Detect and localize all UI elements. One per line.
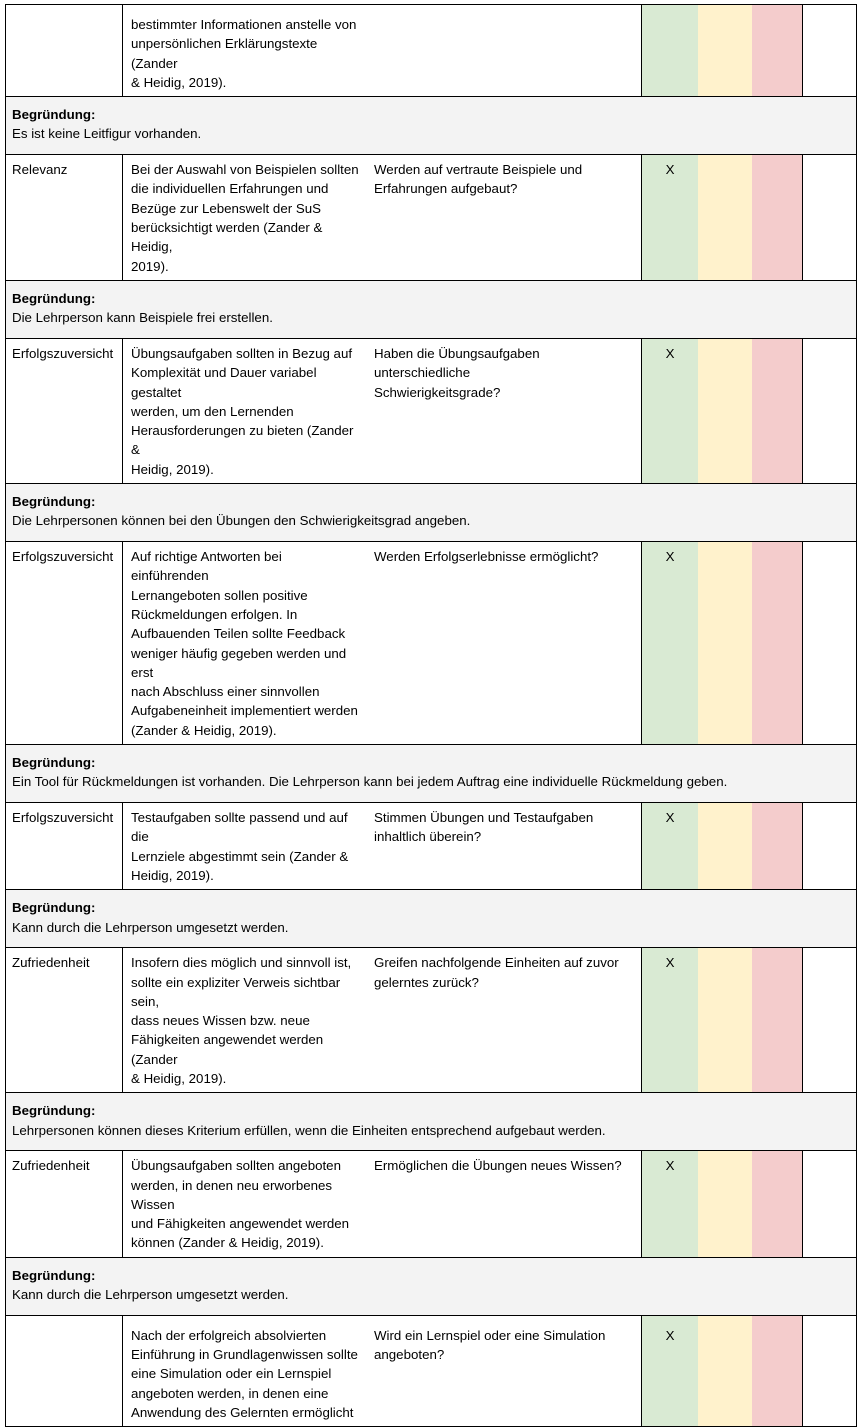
question-cell: Werden Erfolgserlebnisse ermöglicht? [367,542,642,745]
question-cell: Werden auf vertraute Beispiele und Erfah… [367,155,642,280]
justification-label: Begründung: [12,900,96,916]
criterion-cell: Relevanz [6,155,123,280]
criteria-row: Erfolgszuversicht Auf richtige Antworten… [6,542,856,746]
question-cell: Ermöglichen die Übungen neues Wissen? [367,1151,642,1257]
rating-cell-red [752,155,803,280]
rating-cell-yellow [698,5,752,97]
question-cell: Haben die Übungsaufgaben unterschiedlich… [367,338,642,484]
justification-row: Begründung: Die Lehrpersonen können bei … [6,484,856,543]
description-cell: Insofern dies möglich und sinnvoll ist, … [131,955,352,1086]
rating-cell-red [752,542,803,745]
justification-row: Begründung: Kann durch die Lehrperson um… [6,890,856,949]
criterion-cell [6,1315,123,1427]
justification-row: Begründung: Die Lehrperson kann Beispiel… [6,280,856,339]
justification-text: Lehrpersonen können dieses Kriterium erf… [12,1122,606,1138]
empty-notes-cell [803,542,856,744]
criteria-row: bestimmter Informationen anstelle von un… [6,5,856,98]
rating-cell-yellow [698,338,752,484]
criteria-row: Erfolgszuversicht Testaufgaben sollte pa… [6,803,856,891]
justification-label: Begründung: [12,1267,96,1283]
empty-notes-cell [803,1316,856,1426]
rating-cell-yellow [698,803,752,890]
justification-text: Es ist keine Leitfigur vorhanden. [12,126,202,142]
rating-cell-red [752,1315,803,1427]
description-cell: Auf richtige Antworten bei einführenden … [131,549,358,738]
justification-text: Die Lehrpersonen können bei den Übungen … [12,513,471,529]
justification-row: Begründung: Ein Tool für Rückmeldungen i… [6,745,856,804]
empty-notes-cell [803,339,856,483]
rating-cell-red [752,948,803,1093]
justification-text: Kann durch die Lehrperson umgesetzt werd… [12,1287,289,1303]
question-cell: Wird ein Lernspiel oder eine Simulation … [367,1315,642,1427]
criteria-row: Zufriedenheit Übungsaufgaben sollten ang… [6,1151,856,1258]
description-cell: Übungsaufgaben sollten angeboten werden,… [131,1158,350,1251]
criteria-row: Erfolgszuversicht Übungsaufgaben sollten… [6,338,856,485]
description-cell: Bei der Auswahl von Beispielen sollten d… [131,162,359,274]
description-cell: bestimmter Informationen anstelle von un… [131,17,357,90]
criterion-cell: Erfolgszuversicht [6,542,123,745]
rating-cell-green: X [642,1151,698,1257]
criterion-cell: Erfolgszuversicht [6,338,123,484]
criterion-cell: Erfolgszuversicht [6,803,123,890]
justification-label: Begründung: [12,107,96,123]
empty-notes-cell [803,1151,856,1256]
criterion-cell: Zufriedenheit [6,948,123,1093]
description-cell: Nach der erfolgreich absolvierten Einfüh… [131,1327,358,1420]
criteria-row: Zufriedenheit Insofern dies möglich und … [6,948,856,1094]
rating-cell-red [752,5,803,97]
rating-cell-yellow [698,948,752,1093]
rating-cell-yellow [698,155,752,280]
justification-text: Die Lehrperson kann Beispiele frei erste… [12,310,273,326]
rating-cell-green: X [642,542,698,745]
empty-notes-cell [803,5,856,96]
question-cell: Greifen nachfolgende Einheiten auf zuvor… [367,948,642,1093]
rating-cell-red [752,1151,803,1257]
justification-row: Begründung: Lehrpersonen können dieses K… [6,1093,856,1152]
empty-notes-cell [803,803,856,889]
rating-cell-red [752,338,803,484]
justification-row: Begründung: Kann durch die Lehrperson um… [6,1257,856,1316]
question-cell: Stimmen Übungen und Testaufgaben inhaltl… [367,803,642,890]
criteria-table: bestimmter Informationen anstelle von un… [5,4,857,1427]
description-cell: Testaufgaben sollte passend und auf die … [131,810,349,883]
justification-label: Begründung: [12,755,96,771]
justification-text: Kann durch die Lehrperson umgesetzt werd… [12,919,289,935]
criteria-row: Relevanz Bei der Auswahl von Beispielen … [6,155,856,281]
empty-notes-cell [803,155,856,280]
rating-cell-green: X [642,803,698,890]
question-cell [367,5,642,97]
rating-cell-green: X [642,948,698,1093]
rating-cell-green: X [642,155,698,280]
criterion-cell [6,5,123,97]
justification-label: Begründung: [12,290,96,306]
justification-text: Ein Tool für Rückmeldungen ist vorhanden… [12,774,728,790]
rating-cell-green: X [642,1315,698,1427]
rating-cell-green: X [642,338,698,484]
rating-cell-green [642,5,698,97]
justification-label: Begründung: [12,1103,96,1119]
rating-cell-yellow [698,1151,752,1257]
rating-cell-yellow [698,542,752,745]
criterion-cell: Zufriedenheit [6,1151,123,1257]
criteria-row: Nach der erfolgreich absolvierten Einfüh… [6,1315,856,1427]
empty-notes-cell [803,948,856,1092]
rating-cell-red [752,803,803,890]
rating-cell-yellow [698,1315,752,1427]
description-cell: Übungsaufgaben sollten in Bezug auf Komp… [131,345,354,477]
justification-label: Begründung: [12,494,96,510]
justification-row: Begründung: Es ist keine Leitfigur vorha… [6,97,856,156]
